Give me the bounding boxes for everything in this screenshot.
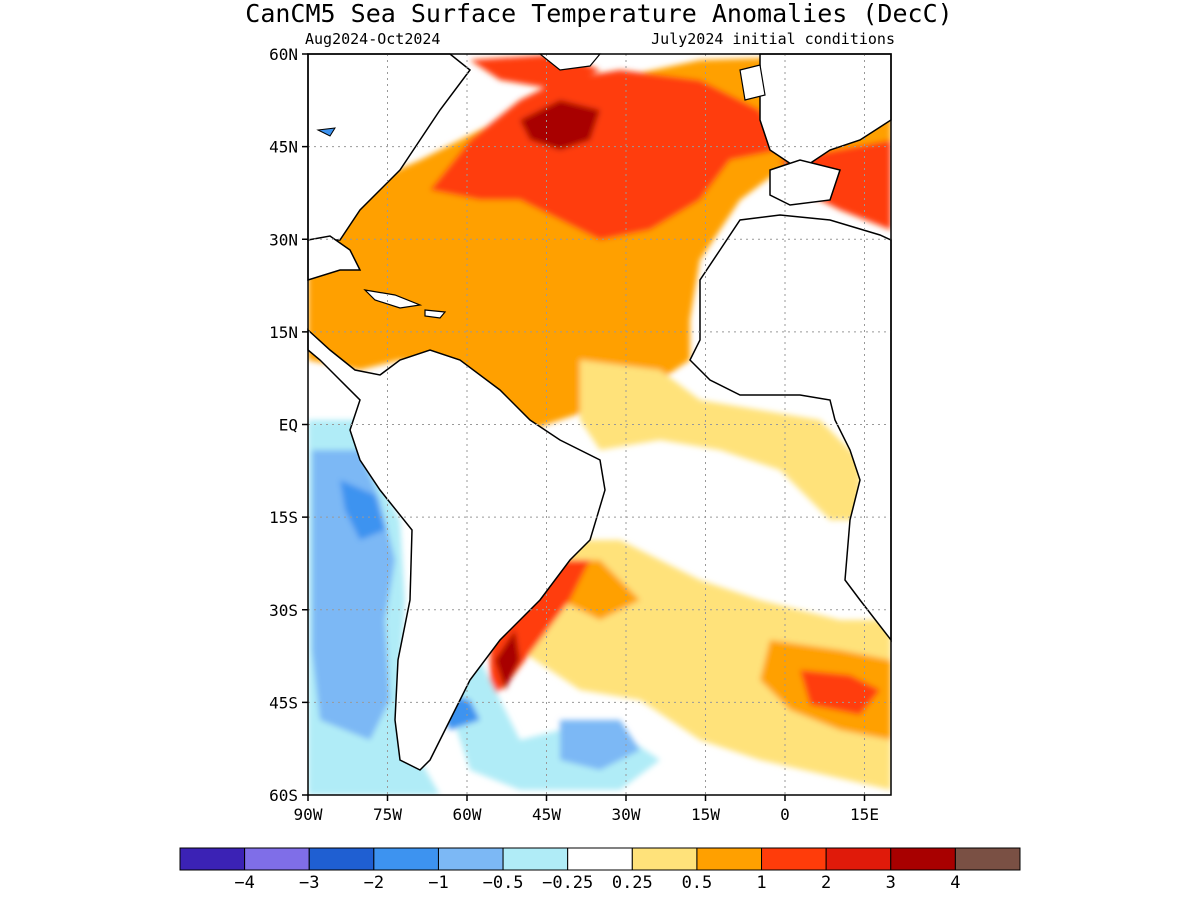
- lon-tick-label-4: 30W: [612, 805, 641, 824]
- very-warm-north-atlantic: [520, 100, 600, 150]
- cool-anomaly-pacific-peak: [340, 480, 385, 540]
- lat-tick-label-4: EQ: [279, 416, 298, 435]
- colorbar-swatch-8: [696, 847, 763, 871]
- lat-tick-label-7: 45S: [269, 693, 298, 712]
- colorbar-label-8: 1: [756, 873, 766, 893]
- colorbar: −4 −3 −2 −1 −0.5 −0.25 0.25 0.5 1 2 3 4: [179, 847, 1021, 893]
- colorbar-swatch-2: [308, 847, 375, 871]
- africa-land: [689, 214, 892, 643]
- colorbar-swatch-4: [437, 847, 504, 871]
- colorbar-label-2: −2: [364, 873, 384, 893]
- british-isles-land: [739, 64, 766, 101]
- colorbar-swatch-11: [890, 847, 956, 871]
- colorbar-label-9: 2: [821, 873, 831, 893]
- south-atlantic-cool-core: [560, 720, 640, 770]
- longitude-axis: 90W 75W 60W 45W 30W 15W 0 15E: [294, 795, 879, 824]
- strong-warm-north-atlantic: [430, 70, 780, 240]
- cuba-island: [363, 289, 423, 309]
- lon-tick-label-3: 45W: [532, 805, 561, 824]
- colorbar-swatch-9: [761, 847, 827, 871]
- lat-tick-label-5: 15S: [269, 508, 298, 527]
- lon-tick-label-6: 0: [780, 805, 790, 824]
- colorbar-label-4: −0.5: [483, 873, 524, 893]
- forecast-period-label: Aug2024-Oct2024: [305, 30, 440, 48]
- colorbar-swatch-7: [631, 847, 698, 871]
- colorbar-swatch-1: [244, 847, 310, 871]
- colorbar-swatch-10: [825, 847, 892, 871]
- colorbar-label-1: −3: [299, 873, 319, 893]
- lon-tick-label-0: 90W: [294, 805, 323, 824]
- lon-tick-label-2: 60W: [453, 805, 482, 824]
- colorbar-swatch-0: [179, 847, 246, 871]
- lat-tick-label-6: 30S: [269, 601, 298, 620]
- colorbar-swatch-12: [954, 847, 1021, 871]
- lon-tick-label-1: 75W: [373, 805, 402, 824]
- lat-tick-label-2: 30N: [269, 230, 298, 249]
- lat-tick-label-0: 60N: [269, 45, 298, 64]
- colorbar-label-7: 0.5: [682, 873, 713, 893]
- great-lakes-water: [316, 127, 336, 137]
- colorbar-swatch-6: [567, 847, 633, 871]
- lon-tick-label-7: 15E: [850, 805, 879, 824]
- colorbar-label-11: 4: [950, 873, 960, 893]
- hispaniola-island: [424, 309, 447, 319]
- lat-tick-label-8: 60S: [269, 786, 298, 805]
- map-gridlines: [308, 54, 891, 795]
- land-masses: [307, 53, 892, 771]
- colorbar-label-10: 3: [886, 873, 896, 893]
- lat-tick-label-1: 45N: [269, 138, 298, 157]
- colorbar-label-6: 0.25: [612, 873, 653, 893]
- tropical-warm-band: [580, 360, 860, 520]
- colorbar-label-0: −4: [234, 873, 254, 893]
- central-america-land: [307, 328, 606, 771]
- lat-tick-label-3: 15N: [269, 323, 298, 342]
- colorbar-label-5: −0.25: [542, 873, 593, 893]
- colorbar-swatch-3: [373, 847, 439, 871]
- southeast-atlantic-hot: [800, 670, 880, 715]
- initial-conditions-label: July2024 initial conditions: [651, 30, 895, 48]
- iberia-land: [769, 159, 841, 206]
- map-title: CanCM5 Sea Surface Temperature Anomalies…: [245, 0, 952, 28]
- colorbar-label-3: −1: [428, 873, 448, 893]
- latitude-axis: 60N 45N 30N 15N EQ 15S 30S 45S 60S: [269, 45, 308, 805]
- colorbar-swatch-5: [502, 847, 569, 871]
- southwest-atlantic-hot: [495, 630, 520, 690]
- lon-tick-label-5: 15W: [691, 805, 720, 824]
